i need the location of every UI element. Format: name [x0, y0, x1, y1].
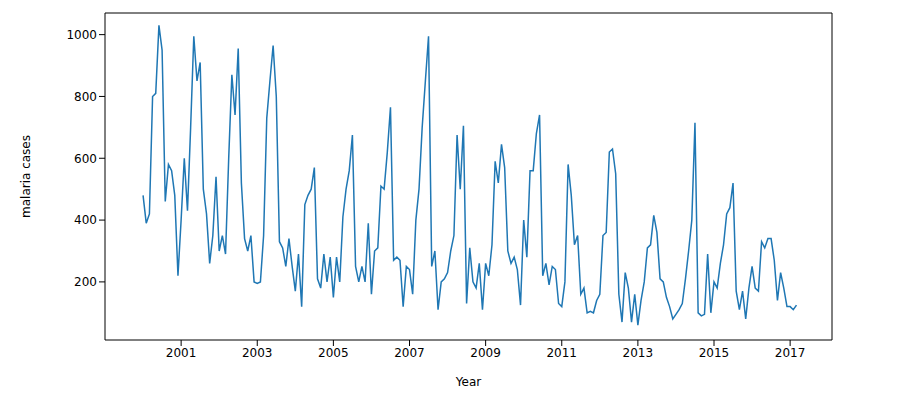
svg-text:2001: 2001	[166, 346, 197, 360]
svg-text:1000: 1000	[66, 28, 97, 42]
svg-text:2013: 2013	[623, 346, 654, 360]
svg-text:800: 800	[74, 90, 97, 104]
svg-text:2003: 2003	[242, 346, 273, 360]
svg-text:2011: 2011	[546, 346, 577, 360]
svg-text:2005: 2005	[318, 346, 349, 360]
svg-text:Year: Year	[455, 375, 481, 389]
svg-text:malaria cases: malaria cases	[19, 135, 33, 218]
svg-text:200: 200	[74, 275, 97, 289]
svg-text:600: 600	[74, 152, 97, 166]
svg-text:400: 400	[74, 213, 97, 227]
svg-text:2009: 2009	[470, 346, 501, 360]
svg-text:2017: 2017	[775, 346, 806, 360]
svg-text:2007: 2007	[394, 346, 425, 360]
svg-text:2015: 2015	[699, 346, 730, 360]
